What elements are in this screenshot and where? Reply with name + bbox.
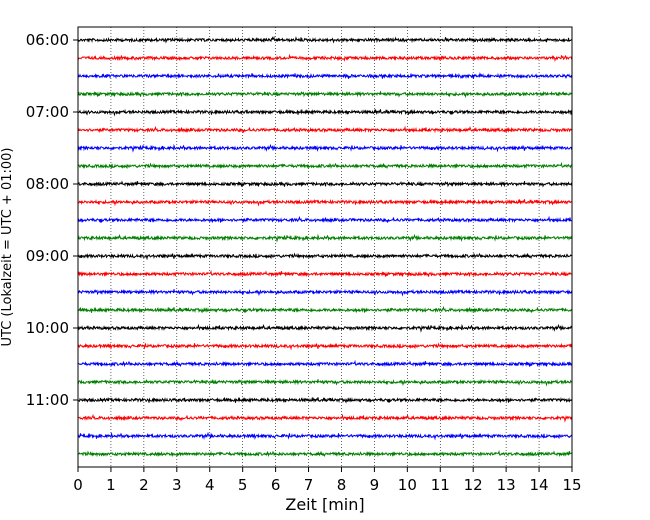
- x-axis-ticks: 0 1 2 3 4 5 6 7 8 9 10 11 12 13 14 15: [73, 467, 582, 494]
- trace-0800: [77, 180, 573, 188]
- x-tick-label: 12: [464, 476, 483, 494]
- trace-1000: [77, 323, 573, 333]
- x-tick-label: 2: [139, 476, 149, 494]
- trace-0730: [77, 143, 573, 153]
- x-tick-label: 4: [205, 476, 215, 494]
- trace-0745: [77, 161, 573, 170]
- trace-1045: [77, 378, 573, 387]
- x-tick-label: 15: [562, 476, 581, 494]
- trace-0630: [77, 72, 573, 80]
- x-tick-label: 3: [172, 476, 182, 494]
- x-tick-label: 6: [271, 476, 281, 494]
- x-axis-label: Zeit [min]: [285, 495, 364, 514]
- trace-0915: [77, 269, 573, 278]
- x-tick-label: 0: [73, 476, 83, 494]
- trace-1145: [77, 449, 573, 458]
- trace-0715: [77, 125, 573, 134]
- plot-frame: [77, 26, 573, 468]
- trace-0645: [77, 90, 573, 99]
- x-tick-label: 10: [398, 476, 417, 494]
- trace-0945: [77, 305, 573, 314]
- x-tick-label: 8: [337, 476, 347, 494]
- trace-0815: [77, 198, 573, 207]
- y-axis-label: UTC (Lokalzeit = UTC + 01:00): [0, 148, 15, 347]
- x-tick-label: 5: [238, 476, 248, 494]
- trace-0700: [77, 108, 573, 117]
- trace-0845: [77, 233, 573, 243]
- y-axis-ticks: 06:00 07:00 08:00 09:00 10:00 11:00: [26, 31, 78, 409]
- trace-1130: [77, 431, 573, 441]
- trace-0600: [77, 35, 573, 44]
- trace-0930: [77, 288, 573, 297]
- y-tick-label: 09:00: [26, 247, 69, 265]
- trace-0615: [77, 53, 573, 62]
- grid-lines: [110, 27, 540, 467]
- trace-1115: [77, 413, 573, 423]
- traces: [77, 35, 573, 458]
- trace-1100: [77, 396, 573, 404]
- y-tick-label: 06:00: [26, 31, 69, 49]
- y-tick-label: 07:00: [26, 103, 69, 121]
- trace-0900: [77, 252, 573, 261]
- x-tick-label: 11: [431, 476, 450, 494]
- y-tick-label: 10:00: [26, 319, 69, 337]
- trace-1030: [77, 359, 573, 368]
- x-tick-label: 14: [530, 476, 549, 494]
- y-tick-label: 11:00: [26, 391, 69, 409]
- x-tick-label: 9: [370, 476, 380, 494]
- x-tick-label: 1: [106, 476, 116, 494]
- y-tick-label: 08:00: [26, 175, 69, 193]
- x-tick-label: 13: [497, 476, 516, 494]
- trace-0830: [77, 215, 573, 224]
- trace-1015: [77, 342, 573, 351]
- x-tick-label: 7: [304, 476, 314, 494]
